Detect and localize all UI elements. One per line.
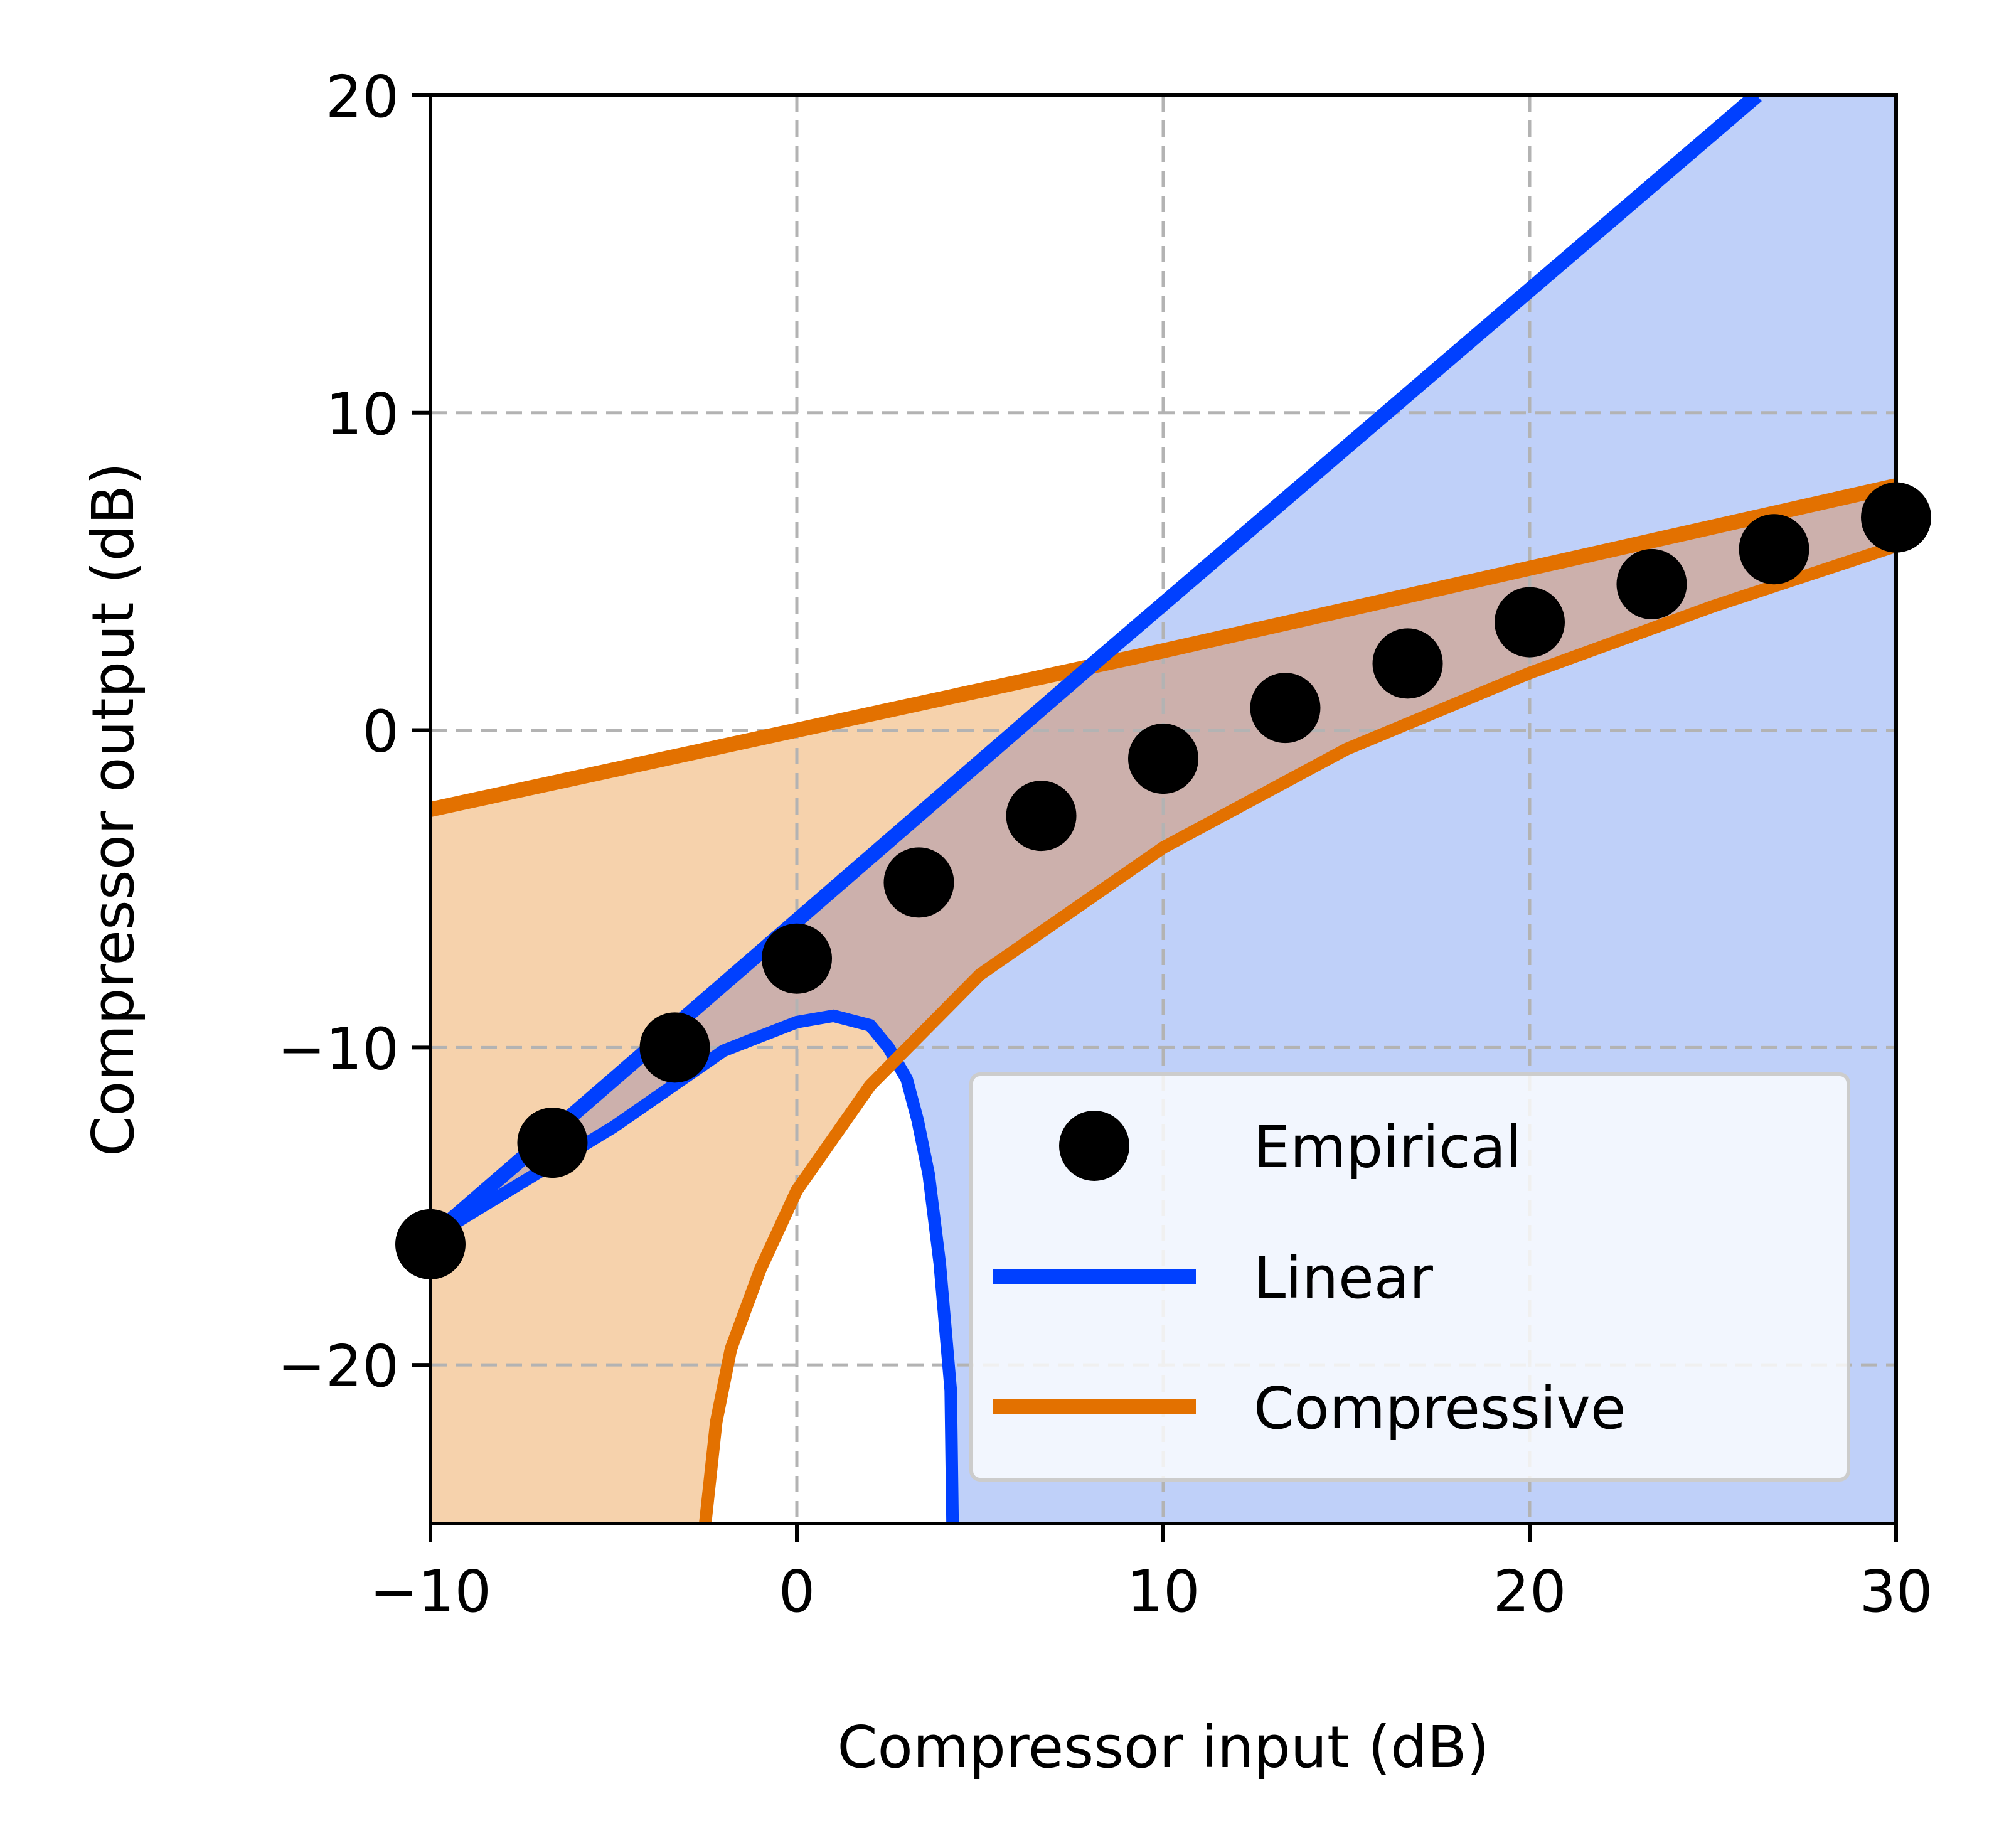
data-point-empirical [517, 1108, 588, 1178]
x-tick-label: −10 [370, 1558, 491, 1625]
series-line-linear [430, 95, 1762, 1244]
data-point-empirical [762, 923, 832, 994]
plot-layer [430, 95, 1896, 1524]
series-markers-empirical [395, 482, 1931, 1279]
compressive-band-region [430, 486, 1896, 1524]
data-point-empirical [883, 847, 954, 918]
data-point-empirical [1372, 628, 1443, 699]
x-tick-label: 0 [779, 1558, 816, 1625]
data-point-empirical [1006, 781, 1077, 852]
data-point-empirical [1616, 548, 1687, 619]
legend-label-empirical: Empirical [1254, 1114, 1522, 1181]
data-point-empirical [1128, 724, 1198, 794]
y-tick-label: 20 [326, 63, 399, 131]
y-tick-label: −20 [277, 1333, 399, 1400]
data-point-empirical [395, 1209, 466, 1279]
linear-lower-bound-curve [430, 1009, 959, 1524]
x-tick-label: 20 [1493, 1558, 1566, 1625]
data-point-empirical [1739, 514, 1809, 585]
data-point-empirical [639, 1012, 710, 1083]
legend: Empirical Linear Compressive [969, 1072, 1850, 1482]
data-point-empirical [1495, 587, 1565, 658]
data-point-empirical [1250, 673, 1321, 744]
x-axis-label: Compressor input (dB) [837, 1714, 1489, 1781]
data-point-empirical [1861, 482, 1931, 553]
legend-label-linear: Linear [1254, 1244, 1433, 1311]
compressive-lower-bound-curve [699, 540, 1896, 1524]
y-tick-label: 10 [326, 381, 399, 448]
y-tick-label: 0 [362, 698, 399, 766]
series-line-compressive [430, 478, 1896, 817]
legend-marker-empirical [1059, 1111, 1129, 1181]
legend-label-compressive: Compressive [1254, 1375, 1626, 1442]
ticks-layer: −10 0 10 20 30 −20 −10 0 10 20 [277, 63, 1933, 1625]
x-tick-label: 10 [1126, 1558, 1200, 1625]
legend-box [969, 1072, 1850, 1482]
x-tick-label: 30 [1859, 1558, 1932, 1625]
y-tick-label: −10 [277, 1015, 399, 1082]
y-axis-label: Compressor output (dB) [80, 462, 147, 1156]
